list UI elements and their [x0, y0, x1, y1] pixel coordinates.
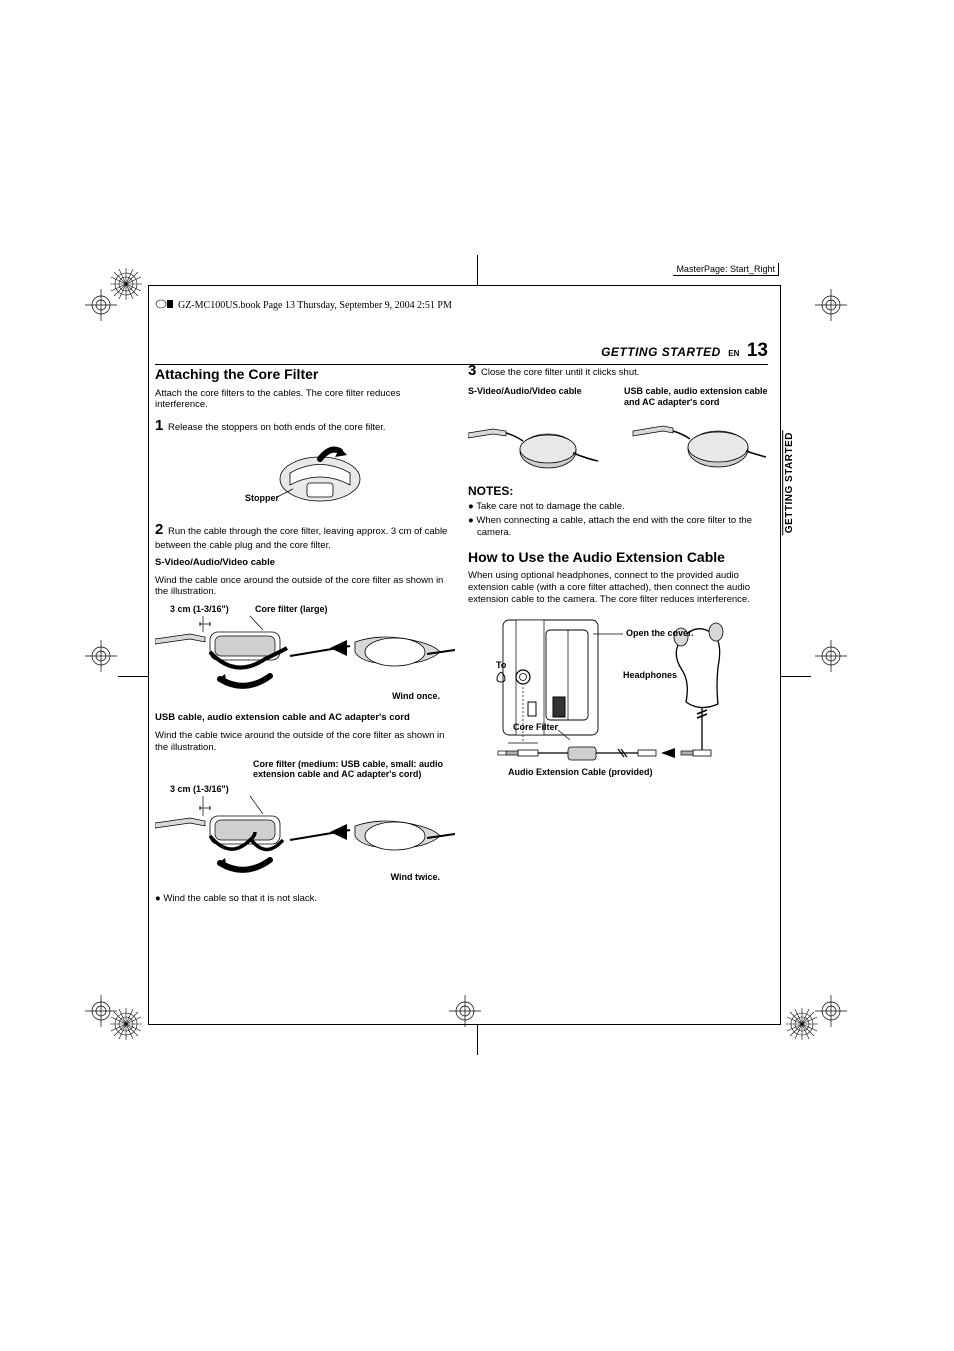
step-number: 2 [155, 521, 163, 538]
starburst-icon [108, 1006, 144, 1042]
crop-tick [477, 255, 478, 285]
page-number: 13 [747, 340, 768, 361]
step-number: 3 [468, 362, 476, 379]
note-item: ● Take care not to damage the cable. [468, 501, 768, 513]
step-number: 1 [155, 417, 163, 434]
crop-mark-icon [815, 289, 847, 321]
figure-stopper: Stopper [155, 441, 455, 513]
starburst-icon [108, 266, 144, 302]
svideo-text: Wind the cable once around the outside o… [155, 575, 455, 599]
left-column: Attaching the Core Filter Attach the cor… [155, 366, 455, 907]
right-column: 3 Close the core filter until it clicks … [468, 362, 768, 795]
svideo-heading: S-Video/Audio/Video cable [155, 557, 455, 569]
section-title: GETTING STARTED [601, 345, 721, 359]
heading-audio: How to Use the Audio Extension Cable [468, 549, 768, 567]
note-text: Take care not to damage the cable. [476, 501, 624, 512]
crop-mark-icon [85, 640, 117, 672]
step-3: 3 Close the core filter until it clicks … [468, 362, 768, 381]
label-headphones: Headphones [623, 670, 677, 681]
audio-text: When using optional headphones, connect … [468, 570, 768, 606]
label-3cm: 3 cm (1-3/16") [170, 604, 229, 615]
label-audio-extension: Audio Extension Cable (provided) [508, 767, 653, 778]
label-wind-twice: Wind twice. [391, 872, 440, 883]
notes-heading: NOTES: [468, 484, 768, 499]
book-header-icon [155, 296, 175, 317]
step-2: 2 Run the cable through the core filter,… [155, 521, 455, 552]
step-text: Run the cable through the core filter, l… [155, 526, 447, 551]
label-stopper: Stopper [245, 493, 279, 504]
caption-usb: USB cable, audio extension cable and AC … [624, 386, 768, 408]
note-item: ● When connecting a cable, attach the en… [468, 515, 768, 539]
usb-heading: USB cable, audio extension cable and AC … [155, 712, 455, 724]
label-to: To [496, 660, 506, 683]
crop-tick [118, 676, 148, 677]
caption-svideo: S-Video/Audio/Video cable [468, 386, 594, 408]
crop-mark-icon [815, 640, 847, 672]
step-1: 1 Release the stoppers on both ends of t… [155, 417, 455, 436]
figure-wind-twice: 3 cm (1-3/16") Core filter (medium: USB … [155, 760, 455, 885]
label-corefilter-med: Core filter (medium: USB cable, small: a… [253, 760, 453, 780]
label-open-cover: Open the cover. [626, 628, 694, 639]
side-tab: GETTING STARTED [784, 432, 795, 533]
step-text: Close the core filter until it clicks sh… [481, 367, 639, 378]
heading-attach: Attaching the Core Filter [155, 366, 455, 384]
label-core-filter: Core Filter [513, 722, 558, 733]
figure-closed-filters [468, 411, 768, 476]
figure-audio-cable: Open the cover. To Headphones Core Filte… [468, 612, 768, 787]
starburst-icon [784, 1006, 820, 1042]
step-text: Release the stoppers on both ends of the… [168, 422, 386, 433]
usb-text: Wind the cable twice around the outside … [155, 730, 455, 754]
crop-tick [781, 676, 811, 677]
note-text: When connecting a cable, attach the end … [476, 515, 752, 538]
label-corefilter: Core filter (large) [255, 604, 328, 615]
lang-label: EN [728, 349, 739, 358]
slack-text: Wind the cable so that it is not slack. [163, 893, 317, 904]
label-3cm: 3 cm (1-3/16") [170, 784, 229, 795]
figure-wind-once: 3 cm (1-3/16") Core filter (large) [155, 604, 455, 704]
masterpage-label: MasterPage: Start_Right [673, 263, 779, 276]
intro-text: Attach the core filters to the cables. T… [155, 388, 455, 412]
label-wind-once: Wind once. [392, 691, 440, 702]
crop-tick [477, 1025, 478, 1055]
slack-note: ● Wind the cable so that it is not slack… [155, 893, 455, 905]
book-header: GZ-MC100US.book Page 13 Thursday, Septem… [178, 300, 452, 311]
